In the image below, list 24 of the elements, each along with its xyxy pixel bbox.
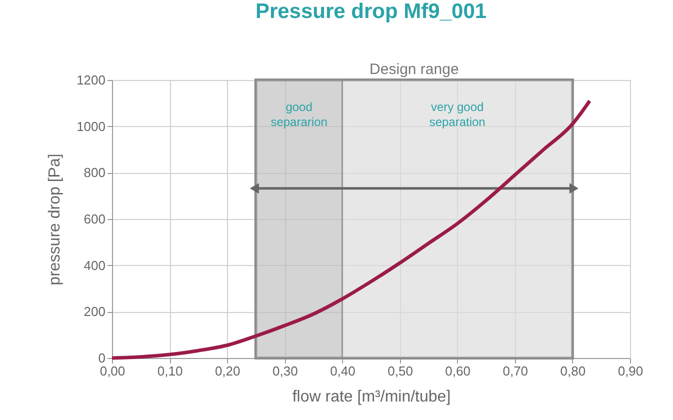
- x-tick-label: 0,00: [100, 364, 126, 378]
- band-label: good separarion: [270, 100, 328, 129]
- y-tick-label: 200: [84, 304, 106, 320]
- line-series: [110, 99, 592, 360]
- x-tick-label: 0,70: [502, 364, 528, 378]
- x-axis-title: flow rate [m³/min/tube]: [292, 388, 451, 406]
- y-tick-label: 1000: [76, 118, 106, 134]
- x-tick-label: 0,60: [445, 364, 470, 378]
- y-tick-label: 600: [84, 212, 106, 226]
- band-label: Design range: [370, 61, 459, 78]
- y-tick-label: 1200: [76, 72, 106, 88]
- x-tick-label: 0,80: [560, 364, 586, 378]
- y-tick-label: 0: [98, 350, 106, 366]
- x-tick-label: 0,50: [388, 364, 413, 378]
- x-tick-label: 0,40: [330, 364, 356, 378]
- x-tick-label: 0,10: [157, 364, 183, 378]
- y-tick-label: 800: [84, 165, 106, 180]
- chart-title: Pressure drop Mf9_001: [255, 0, 487, 23]
- x-tick-label: 0,20: [214, 364, 240, 378]
- x-tick-label: 0,30: [272, 364, 298, 378]
- y-tick-label: 400: [84, 258, 106, 273]
- band-label: very good separation: [429, 100, 486, 129]
- y-axis-title: pressure drop [Pa]: [46, 154, 64, 286]
- x-tick-label: 0,90: [618, 364, 644, 378]
